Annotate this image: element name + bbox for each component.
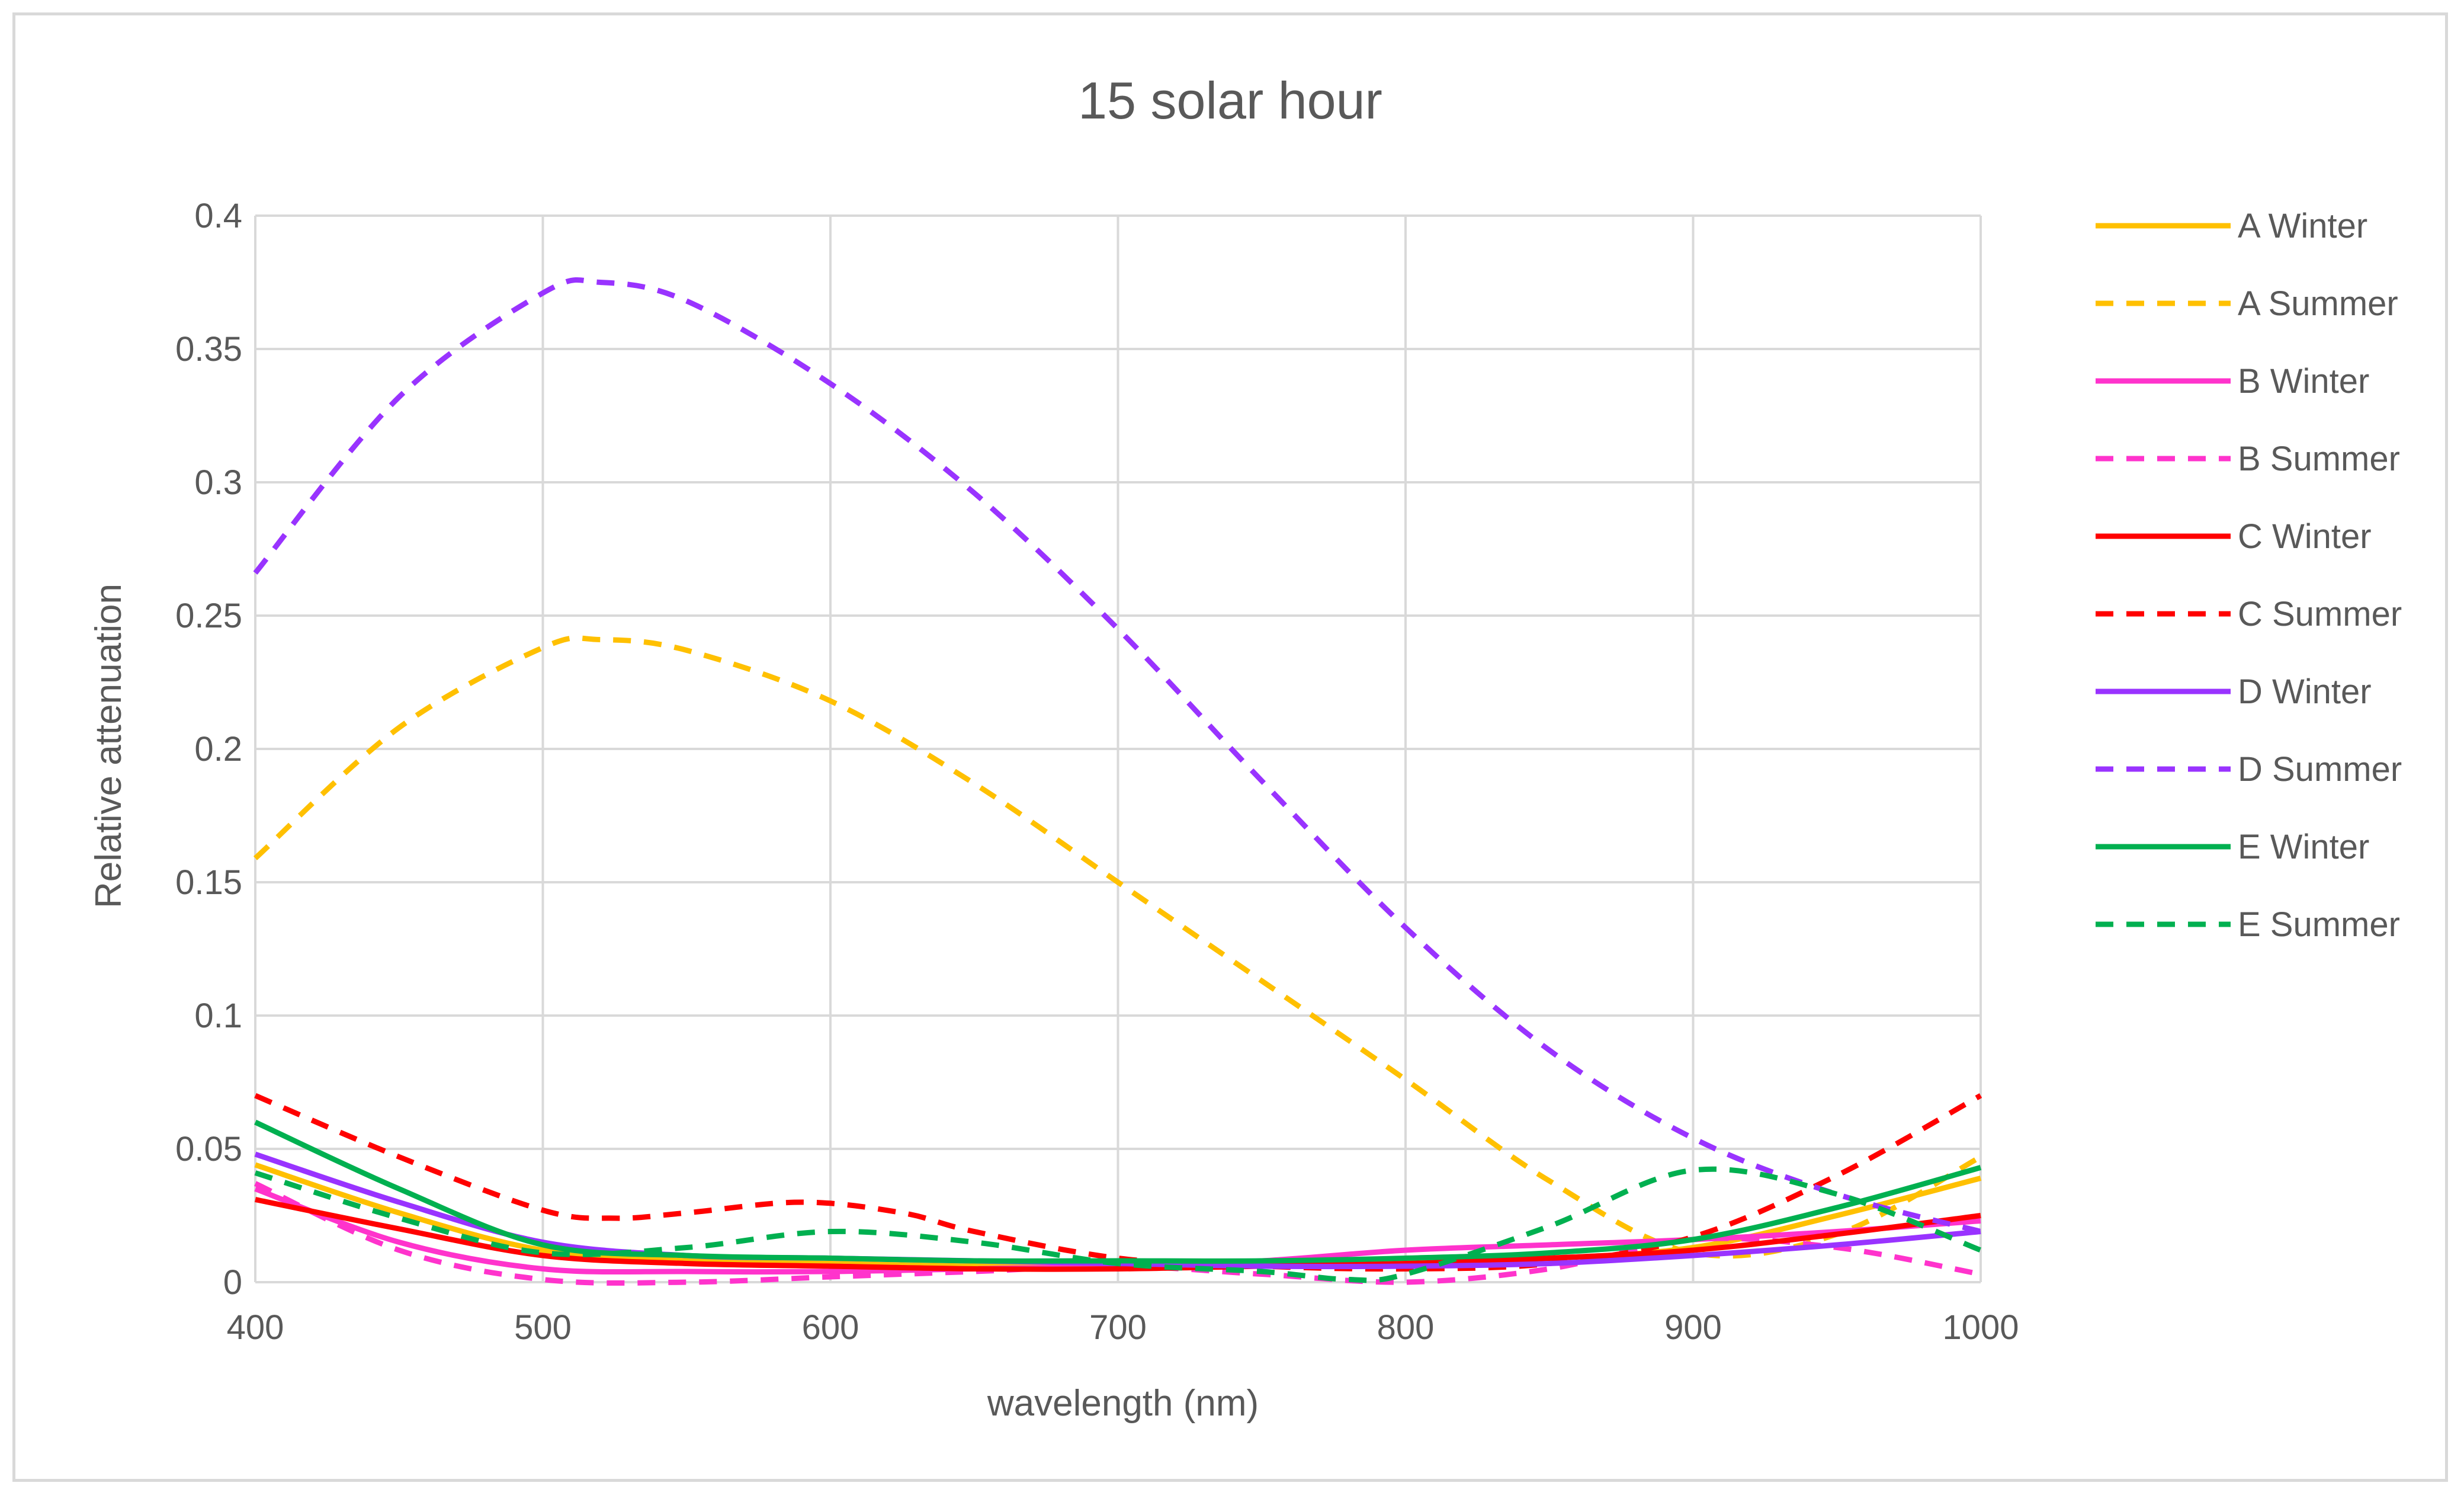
- legend-item-e-summer: E Summer: [2096, 905, 2400, 944]
- legend-label: B Winter: [2238, 362, 2369, 401]
- legend-label: B Summer: [2238, 440, 2400, 478]
- legend-label: E Summer: [2238, 905, 2400, 944]
- y-tick-label: 0.25: [175, 597, 242, 635]
- legend-label: C Winter: [2238, 517, 2372, 556]
- legend-item-d-summer: D Summer: [2096, 750, 2402, 789]
- y-tick-label: 0.05: [175, 1130, 242, 1168]
- y-tick-label: 0.2: [194, 730, 242, 768]
- legend-item-d-winter: D Winter: [2096, 672, 2372, 711]
- legend-label: D Summer: [2238, 750, 2402, 789]
- grid-layer: [254, 214, 1982, 1283]
- x-tick-label: 500: [514, 1308, 572, 1347]
- y-tick-label: 0: [223, 1263, 242, 1302]
- legend-item-a-winter: A Winter: [2096, 207, 2367, 245]
- series-line-e-summer: [254, 1166, 1982, 1283]
- legend-label: D Winter: [2238, 672, 2372, 711]
- series-line-d-summer: [253, 277, 1982, 1234]
- x-tick-label: 600: [802, 1308, 859, 1347]
- x-tick-label: 400: [227, 1308, 284, 1347]
- legend-item-c-summer: C Summer: [2096, 595, 2402, 633]
- x-tick-label: 800: [1377, 1308, 1435, 1347]
- x-tick-label: 900: [1664, 1308, 1722, 1347]
- y-tick-label: 0.1: [194, 997, 242, 1035]
- legend-label: E Winter: [2238, 828, 2369, 866]
- legend-item-b-winter: B Winter: [2096, 362, 2369, 401]
- y-tick-label: 0.15: [175, 863, 242, 902]
- series-layer: [253, 277, 1982, 1286]
- chart-frame: 15 solar hour 0 0.05 0.1 0.15 0.2 0.25 0.3 0.35…: [12, 12, 2448, 1482]
- y-tick-label: 0.4: [194, 197, 242, 235]
- legend: A Winter A Summer B Winter B Summer C Winter…: [2096, 207, 2402, 944]
- y-axis-title: Relative attenuation: [88, 584, 129, 908]
- legend-label: C Summer: [2238, 595, 2402, 633]
- chart-svg: 15 solar hour 0 0.05 0.1 0.15 0.2 0.25 0.3 0.35…: [88, 71, 2402, 1424]
- y-tick-label: 0.35: [175, 330, 242, 369]
- x-tick-label: 700: [1089, 1308, 1147, 1347]
- x-tick-label: 1000: [1942, 1308, 2019, 1347]
- legend-label: A Winter: [2238, 207, 2367, 245]
- tick-layer: 0 0.05 0.1 0.15 0.2 0.25 0.3 0.35 0.4 400 500 600 70…: [175, 197, 2019, 1347]
- series-line-c-winter: [255, 1197, 1981, 1272]
- legend-label: A Summer: [2238, 284, 2398, 323]
- legend-item-c-winter: C Winter: [2096, 517, 2372, 556]
- chart-title: 15 solar hour: [1078, 71, 1382, 130]
- legend-item-e-winter: E Winter: [2096, 828, 2369, 866]
- series-line-a-summer: [253, 635, 1982, 1259]
- legend-item-b-summer: B Summer: [2096, 440, 2400, 478]
- x-axis-title: wavelength (nm): [987, 1383, 1259, 1424]
- y-tick-label: 0.3: [194, 463, 242, 502]
- legend-item-a-summer: A Summer: [2096, 284, 2398, 323]
